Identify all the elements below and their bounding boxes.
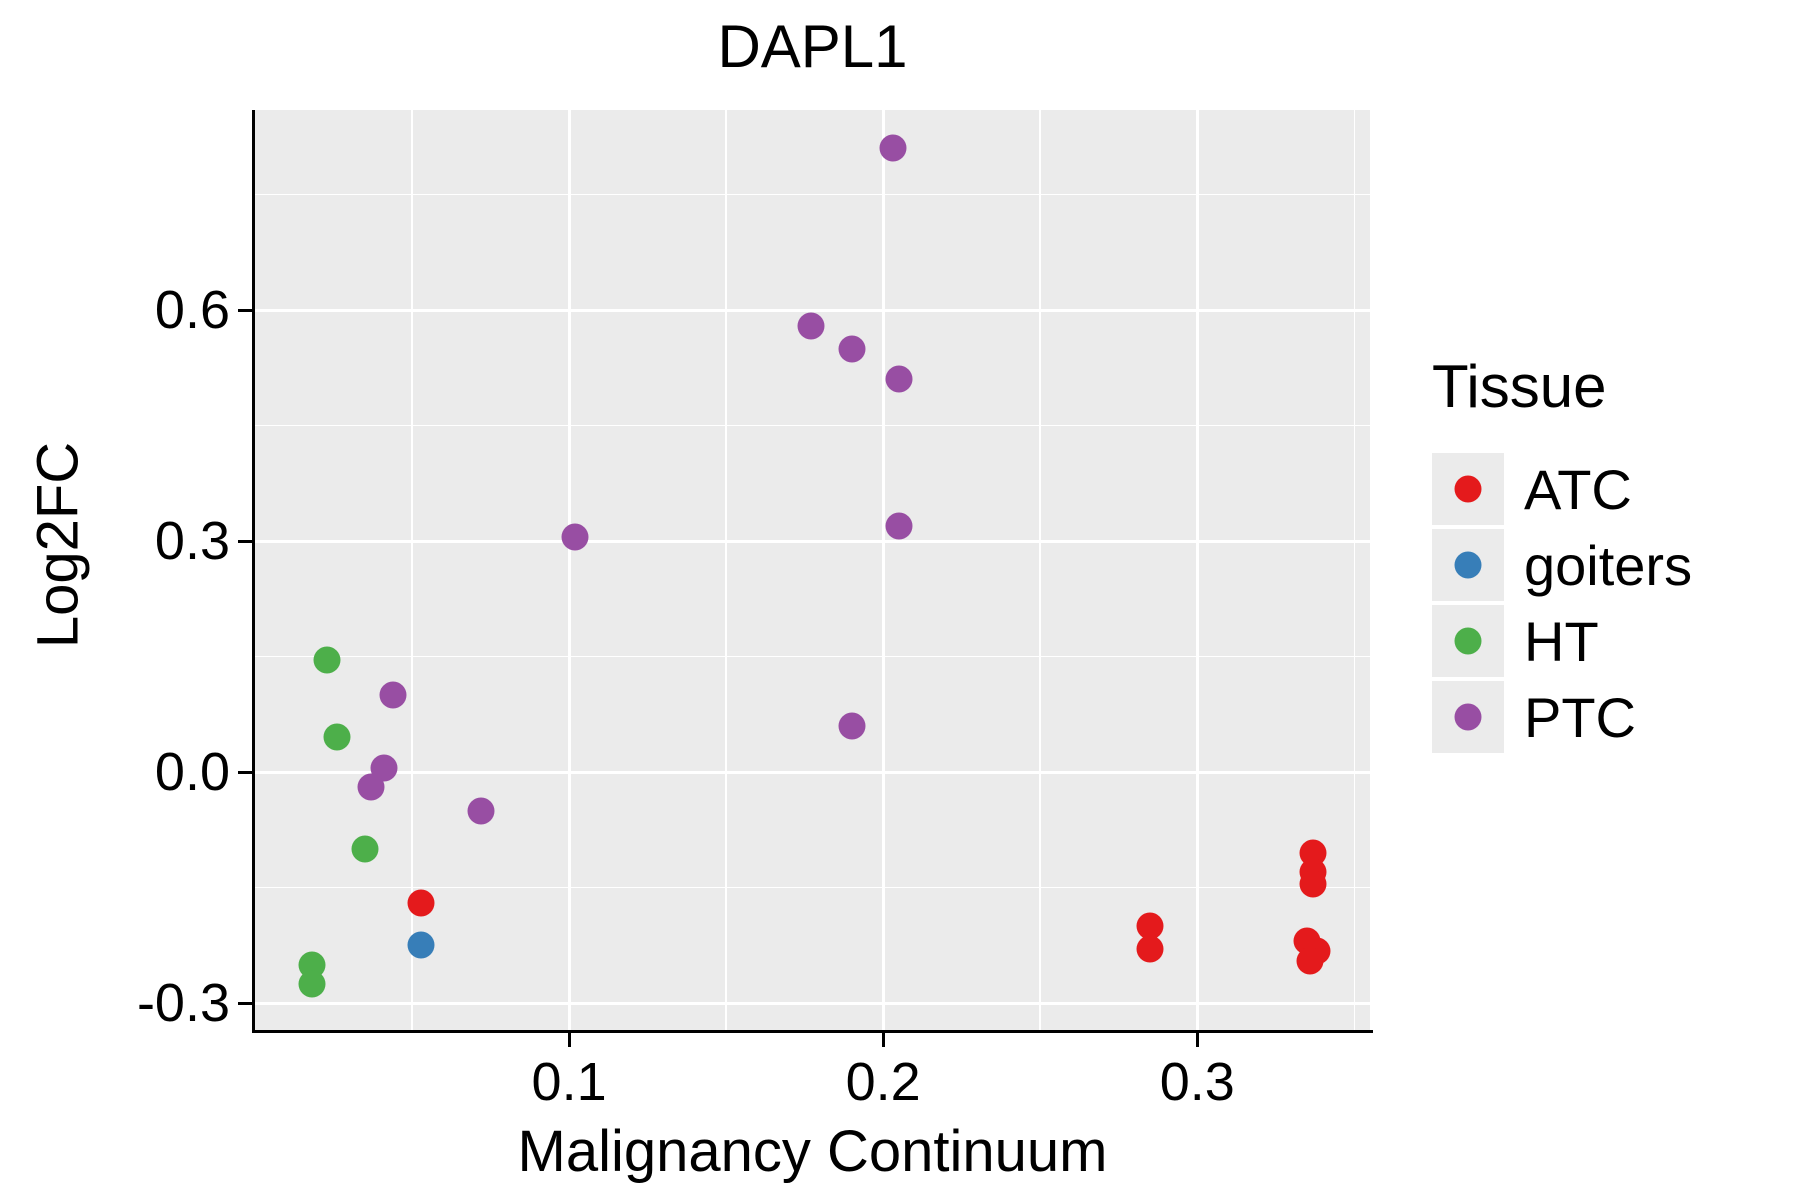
data-point-atc	[1136, 935, 1164, 963]
legend: Tissue ATC goiters HT PTC	[1432, 352, 1692, 757]
x-minor-gridline	[1039, 110, 1041, 1030]
y-axis-line	[252, 110, 255, 1033]
y-tick-mark	[238, 308, 252, 312]
data-point-atc	[1296, 947, 1324, 975]
legend-entry-ptc: PTC	[1432, 681, 1692, 753]
x-tick-mark	[1195, 1033, 1199, 1047]
legend-dot-ht	[1454, 627, 1482, 655]
legend-key	[1432, 453, 1504, 525]
data-point-atc	[1136, 912, 1164, 940]
x-tick-mark	[881, 1033, 885, 1047]
legend-key	[1432, 681, 1504, 753]
x-major-gridline	[881, 110, 885, 1030]
y-major-gridline	[255, 308, 1370, 312]
data-point-ht	[351, 835, 379, 863]
x-tick-mark	[567, 1033, 571, 1047]
legend-entries: ATC goiters HT PTC	[1432, 453, 1692, 753]
x-minor-gridline	[411, 110, 413, 1030]
plot-panel	[255, 110, 1370, 1030]
x-tick-label: 0.3	[1159, 1052, 1235, 1112]
y-major-gridline	[255, 770, 1370, 774]
y-tick-label: 0.6	[154, 280, 230, 341]
data-point-ht	[298, 970, 326, 998]
legend-entry-ht: HT	[1432, 605, 1692, 677]
data-point-ptc	[838, 335, 866, 363]
legend-dot-ptc	[1454, 703, 1482, 731]
y-tick-mark	[238, 770, 252, 774]
legend-label: goiters	[1524, 533, 1693, 597]
data-point-goiters	[407, 931, 435, 959]
y-minor-gridline	[255, 424, 1370, 427]
x-minor-gridline	[725, 110, 727, 1030]
y-tick-label: 0.3	[154, 511, 230, 572]
y-major-gridline	[255, 1001, 1370, 1005]
data-point-ht	[323, 723, 351, 751]
data-point-atc	[407, 889, 435, 917]
legend-key	[1432, 529, 1504, 601]
y-tick-label: -0.3	[136, 973, 230, 1034]
legend-label: ATC	[1524, 457, 1632, 521]
y-tick-mark	[238, 1001, 252, 1005]
y-minor-gridline	[255, 655, 1370, 658]
data-point-ptc	[561, 523, 589, 551]
plot-title: DAPL1	[717, 13, 908, 80]
legend-entry-atc: ATC	[1432, 453, 1692, 525]
x-tick-label: 0.1	[531, 1052, 607, 1112]
data-point-ptc	[357, 773, 385, 801]
data-point-ht	[313, 646, 341, 674]
x-minor-gridline	[1353, 110, 1356, 1030]
data-point-atc	[1299, 870, 1327, 898]
data-point-ptc	[467, 797, 495, 825]
y-minor-gridline	[255, 886, 1370, 889]
legend-dot-goiters	[1454, 551, 1482, 579]
y-minor-gridline	[255, 193, 1370, 196]
data-point-ptc	[885, 512, 913, 540]
data-point-ptc	[885, 365, 913, 393]
legend-title: Tissue	[1432, 353, 1607, 420]
legend-dot-atc	[1454, 475, 1482, 503]
legend-label: HT	[1524, 609, 1599, 673]
y-tick-label: 0.0	[154, 742, 230, 803]
x-major-gridline	[1195, 110, 1199, 1030]
x-axis-line	[252, 1030, 1373, 1033]
legend-entry-goiters: goiters	[1432, 529, 1692, 601]
x-axis-title: Malignancy Continuum	[517, 1119, 1108, 1184]
legend-key	[1432, 605, 1504, 677]
y-tick-mark	[238, 539, 252, 543]
y-major-gridline	[255, 539, 1370, 543]
x-major-gridline	[567, 110, 571, 1030]
x-tick-label: 0.2	[845, 1052, 921, 1112]
legend-label: PTC	[1524, 685, 1636, 749]
data-point-ptc	[838, 712, 866, 740]
data-point-ptc	[879, 134, 907, 162]
data-point-ptc	[797, 312, 825, 340]
data-point-ptc	[379, 681, 407, 709]
